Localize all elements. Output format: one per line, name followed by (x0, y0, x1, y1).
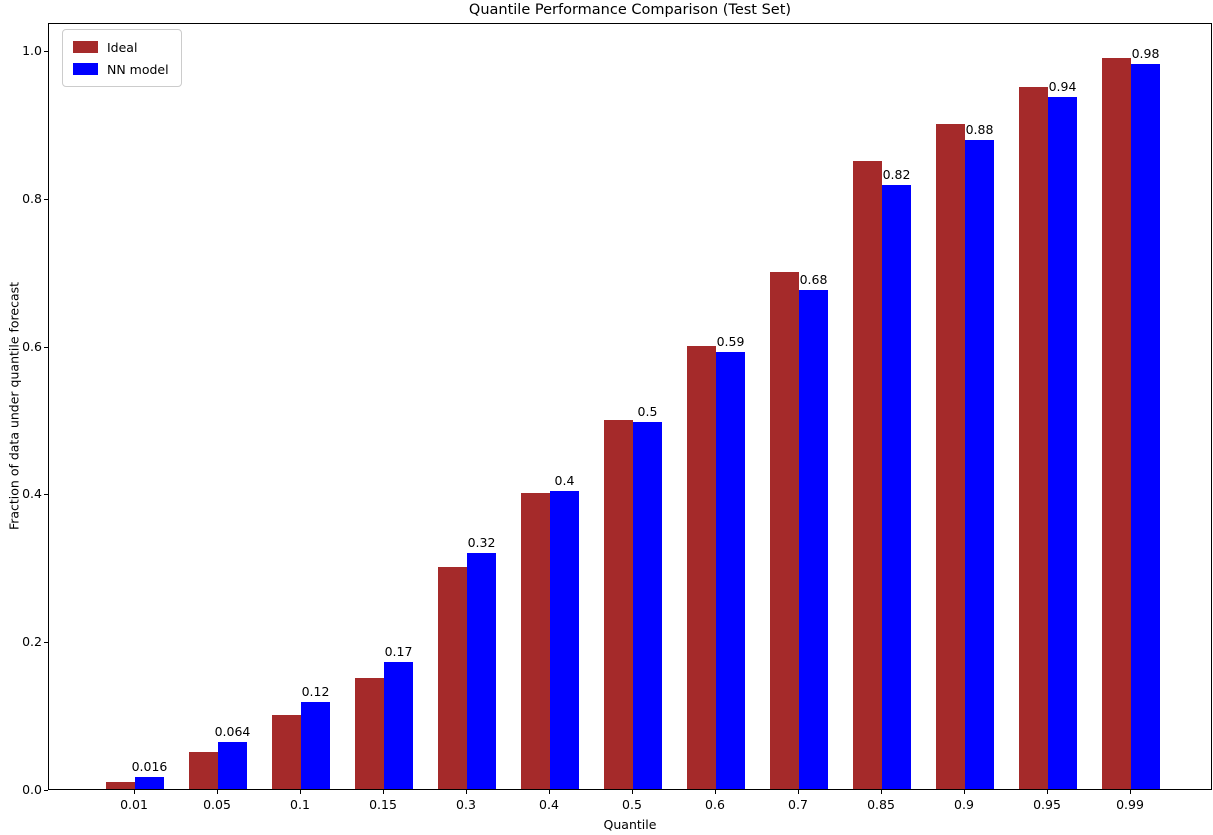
x-tick (549, 790, 550, 794)
x-tick-label: 0.6 (705, 797, 725, 812)
bar-ideal (355, 678, 384, 789)
bar-value-label: 0.4 (554, 473, 575, 489)
bar-ideal (1019, 87, 1048, 789)
x-tick (383, 790, 384, 794)
x-tick-label: 0.99 (1116, 797, 1144, 812)
bar-nn-model (550, 491, 579, 789)
legend-item: Ideal (73, 36, 169, 58)
x-tick-label: 0.01 (120, 797, 148, 812)
x-tick-label: 0.3 (456, 797, 476, 812)
bar-value-label: 0.68 (799, 272, 828, 288)
x-tick-label: 0.7 (788, 797, 808, 812)
bar-ideal (1102, 57, 1131, 789)
y-tick (44, 51, 48, 53)
x-tick (715, 790, 716, 794)
bar-value-label: 0.94 (1048, 79, 1077, 95)
bar-nn-model (301, 701, 330, 789)
y-tick-label: 0.8 (22, 190, 42, 206)
y-tick-label: 0.6 (22, 338, 42, 354)
bar-ideal (106, 781, 135, 789)
bar-ideal (853, 160, 882, 789)
bar-nn-model (384, 661, 413, 789)
y-tick (44, 642, 48, 644)
bar-nn-model (799, 290, 828, 789)
x-tick (632, 790, 633, 794)
plot-area: 0.016 0.064 0.12 0.17 0.32 0.4 0.5 0.59 0.68 0.82… (48, 23, 1212, 790)
bar-nn-model (135, 777, 164, 789)
y-tick-label: 1.0 (22, 43, 42, 59)
bar-value-label: 0.59 (716, 333, 745, 349)
x-tick (1047, 790, 1048, 794)
x-tick (217, 790, 218, 794)
legend-item: NN model (73, 58, 169, 80)
bar-value-label: 0.17 (384, 643, 413, 659)
bar-value-label: 0.32 (467, 535, 496, 551)
y-tick (44, 494, 48, 496)
bar-nn-model (218, 741, 247, 789)
x-tick (881, 790, 882, 794)
bar-ideal (438, 567, 467, 789)
y-tick (44, 346, 48, 348)
bar-value-label: 0.88 (965, 122, 994, 138)
x-tick-label: 0.15 (369, 797, 397, 812)
x-tick-label: 0.5 (622, 797, 642, 812)
bar-ideal (604, 419, 633, 789)
x-tick-label: 0.85 (867, 797, 895, 812)
x-tick-label: 0.4 (539, 797, 559, 812)
bar-ideal (521, 493, 550, 789)
chart-title: Quantile Performance Comparison (Test Se… (468, 2, 792, 18)
x-tick (466, 790, 467, 794)
bar-value-label: 0.016 (131, 759, 168, 775)
bar-nn-model (1048, 97, 1077, 789)
x-tick-label: 0.95 (1033, 797, 1061, 812)
bar-nn-model (882, 184, 911, 789)
bar-ideal (936, 124, 965, 789)
bar-value-label: 0.12 (301, 683, 330, 699)
bar-value-label: 0.064 (214, 723, 251, 739)
x-tick (134, 790, 135, 794)
bar-value-label: 0.98 (1131, 46, 1160, 62)
bar-nn-model (633, 421, 662, 789)
y-axis-label: Fraction of data under quantile forecast (6, 281, 22, 531)
bar-nn-model (467, 553, 496, 789)
x-axis-label: Quantile (603, 817, 657, 832)
bar-nn-model (965, 140, 994, 789)
x-tick-label: 0.1 (290, 797, 310, 812)
bar-nn-model (716, 351, 745, 789)
x-tick-label: 0.05 (203, 797, 231, 812)
x-tick (964, 790, 965, 794)
x-tick-label: 0.9 (954, 797, 974, 812)
bar-nn-model (1131, 64, 1160, 789)
legend-label: Ideal (107, 39, 138, 55)
x-tick (1130, 790, 1131, 794)
y-tick-label: 0.0 (22, 782, 42, 797)
legend-label: NN model (107, 61, 169, 77)
legend: Ideal NN model (62, 29, 182, 87)
bar-ideal (687, 345, 716, 789)
legend-swatch (73, 63, 98, 75)
bar-ideal (770, 271, 799, 789)
bar-ideal (272, 715, 301, 789)
legend-swatch (73, 41, 98, 53)
y-tick (44, 790, 48, 791)
y-tick-label: 0.4 (22, 486, 42, 502)
x-tick (798, 790, 799, 794)
bar-ideal (189, 752, 218, 789)
bar-value-label: 0.82 (882, 166, 911, 182)
bar-value-label: 0.5 (637, 403, 658, 419)
x-tick (300, 790, 301, 794)
y-tick (44, 198, 48, 200)
y-tick-label: 0.2 (22, 634, 42, 650)
